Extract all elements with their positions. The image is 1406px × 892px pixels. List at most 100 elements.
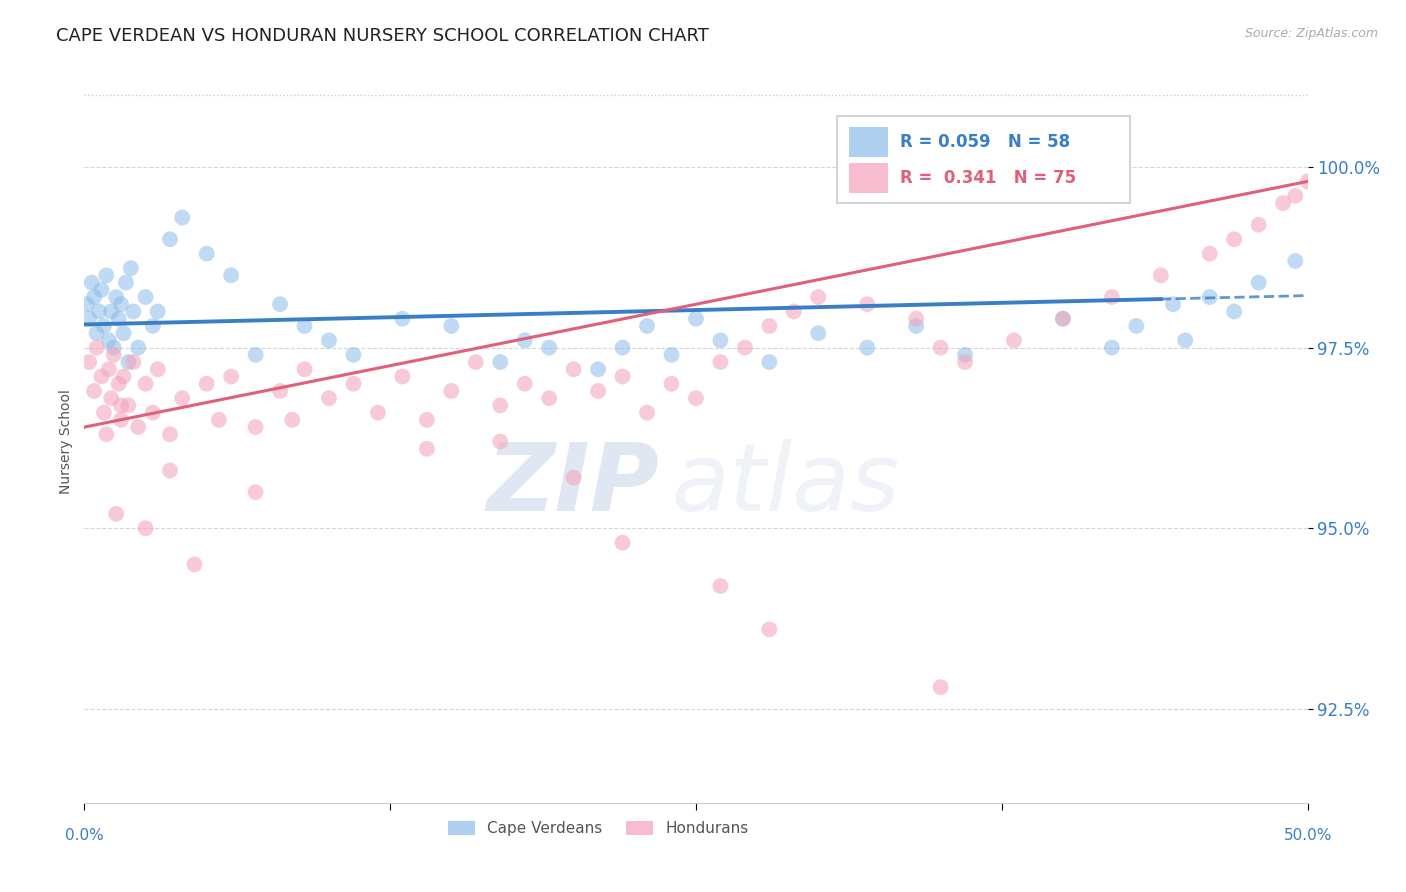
Point (953, 355, 976, 369)
Point (112, 326, 135, 341)
Point (90, 283, 112, 297)
Text: 0.0%: 0.0% (65, 828, 104, 843)
Point (562, 471, 585, 485)
Point (172, 211, 194, 225)
Point (342, 348, 364, 362)
Point (80, 276, 103, 290)
Point (122, 304, 145, 318)
Text: ZIP: ZIP (486, 439, 659, 531)
Point (135, 521, 157, 535)
Point (103, 341, 125, 355)
Point (117, 399, 139, 413)
Point (905, 318, 928, 333)
Point (807, 290, 830, 304)
Point (636, 406, 658, 420)
Point (1296, 174, 1319, 188)
Point (1284, 189, 1306, 203)
Point (1150, 268, 1173, 283)
Point (612, 369, 634, 384)
Point (135, 290, 157, 304)
Point (685, 391, 707, 405)
Point (783, 304, 806, 318)
Point (105, 507, 128, 521)
Point (1247, 276, 1270, 290)
Point (146, 304, 169, 318)
Point (489, 399, 512, 413)
Point (245, 485, 267, 500)
Point (219, 268, 242, 283)
Point (135, 376, 157, 391)
Point (100, 391, 122, 405)
Point (97, 362, 120, 376)
Text: 50.0%: 50.0% (1284, 828, 1331, 843)
Point (77, 311, 100, 326)
Point (709, 334, 731, 348)
Text: R = 0.059   N = 58: R = 0.059 N = 58 (900, 133, 1070, 151)
Point (159, 232, 181, 246)
Text: R =  0.341   N = 75: R = 0.341 N = 75 (900, 169, 1077, 186)
Point (107, 376, 129, 391)
Point (318, 391, 340, 405)
Point (734, 341, 756, 355)
Point (112, 369, 135, 384)
Point (586, 362, 609, 376)
Point (758, 355, 780, 369)
Point (1052, 311, 1074, 326)
Point (391, 311, 413, 326)
Point (1101, 290, 1123, 304)
Point (127, 420, 149, 434)
Point (1223, 232, 1246, 246)
Point (159, 427, 181, 442)
Point (96, 268, 118, 283)
Point (122, 355, 145, 369)
Point (245, 348, 267, 362)
Point (281, 413, 304, 427)
Point (146, 362, 169, 376)
Point (1161, 297, 1184, 311)
Point (661, 348, 683, 362)
Point (294, 318, 316, 333)
Point (489, 355, 512, 369)
Point (440, 318, 463, 333)
Point (929, 680, 952, 694)
Point (195, 376, 218, 391)
Point (612, 535, 634, 549)
Point (86, 326, 108, 341)
Point (1284, 254, 1306, 268)
Point (636, 318, 658, 333)
Point (208, 413, 231, 427)
Point (538, 341, 561, 355)
Point (1174, 334, 1197, 348)
Point (1101, 341, 1123, 355)
Text: CAPE VERDEAN VS HONDURAN NURSERY SCHOOL CORRELATION CHART: CAPE VERDEAN VS HONDURAN NURSERY SCHOOL … (56, 27, 709, 45)
Point (172, 391, 194, 405)
Point (93, 406, 115, 420)
Point (120, 261, 142, 276)
Point (1223, 304, 1246, 318)
Point (103, 348, 125, 362)
FancyBboxPatch shape (837, 117, 1130, 203)
Point (1198, 290, 1220, 304)
Point (127, 341, 149, 355)
Point (416, 442, 439, 456)
Point (269, 297, 291, 311)
Point (905, 311, 928, 326)
Point (856, 297, 879, 311)
Point (90, 369, 112, 384)
Point (856, 341, 879, 355)
Point (758, 318, 780, 333)
Point (513, 376, 536, 391)
Point (142, 318, 165, 333)
Point (709, 355, 731, 369)
Point (1125, 318, 1147, 333)
Point (416, 413, 439, 427)
Point (586, 384, 609, 398)
Point (1247, 218, 1270, 232)
Point (105, 290, 128, 304)
Legend: Cape Verdeans, Hondurans: Cape Verdeans, Hondurans (441, 814, 755, 842)
Point (87, 304, 110, 318)
Point (97, 334, 120, 348)
Point (318, 334, 340, 348)
Point (709, 579, 731, 593)
Point (1002, 334, 1025, 348)
